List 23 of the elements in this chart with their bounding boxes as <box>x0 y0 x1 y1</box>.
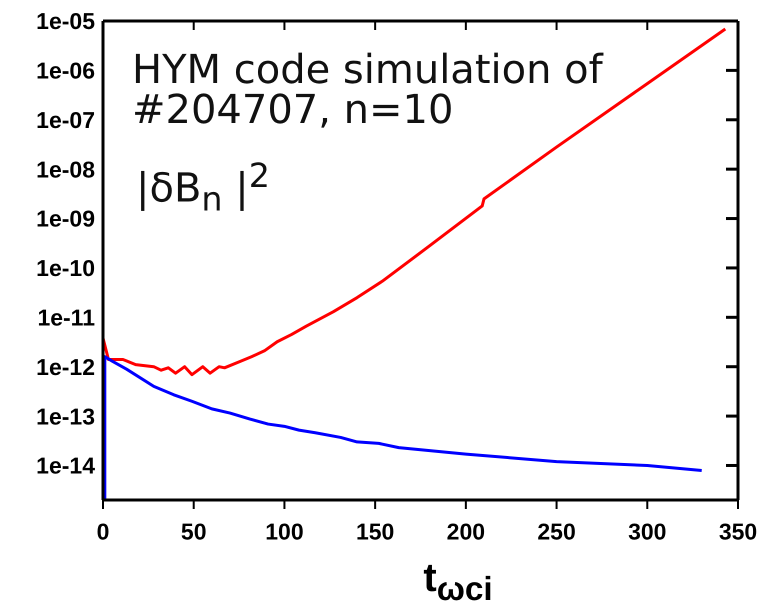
y-tick-label: 1e-07 <box>36 106 95 133</box>
x-tick-label: 350 <box>718 518 758 544</box>
y-tick-label: 1e-09 <box>36 206 95 232</box>
x-tick-label: 150 <box>356 518 394 544</box>
x-tick-label: 100 <box>265 518 304 544</box>
annotation: |δB$_{n}$ |$^{2}$ <box>136 156 270 218</box>
annotation: HYM code simulation of #204707, n=10 <box>132 47 603 133</box>
y-tick-label: 1e-12 <box>36 354 95 380</box>
y-tick-label: 1e-05 <box>36 8 96 34</box>
x-tick-label: 250 <box>537 518 576 544</box>
y-tick-label: 1e-06 <box>36 58 95 84</box>
x-tick-label: 50 <box>180 518 207 544</box>
y-tick-label: 1e-13 <box>36 403 95 430</box>
x-tick-label: 200 <box>446 518 486 544</box>
line-series <box>103 27 727 376</box>
x-tick-label: 300 <box>628 518 666 544</box>
y-tick-label: 1e-14 <box>36 452 96 479</box>
x-axis-title: t$_{ωci}$ <box>422 556 494 610</box>
x-tick-label: 0 <box>96 518 110 544</box>
y-tick-label: 1e-08 <box>36 156 96 182</box>
y-tick-label: 1e-11 <box>37 304 96 330</box>
y-tick-label: 1e-10 <box>36 255 95 282</box>
line-series <box>103 355 704 500</box>
